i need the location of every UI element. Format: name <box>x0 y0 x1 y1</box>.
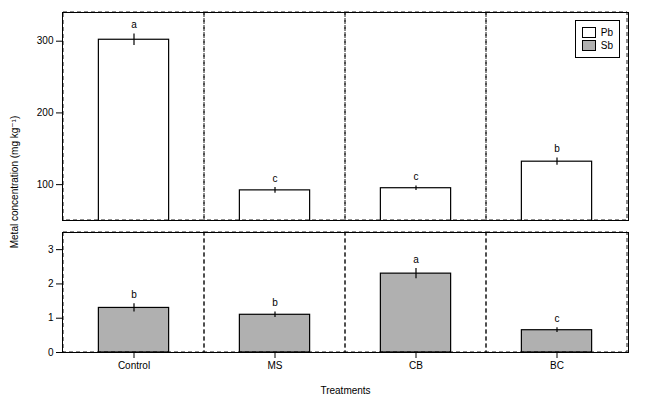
svg-text:100: 100 <box>37 179 54 190</box>
svg-text:3: 3 <box>48 244 54 255</box>
svg-text:Control: Control <box>118 360 150 371</box>
svg-text:b: b <box>131 289 137 300</box>
svg-text:Treatments: Treatments <box>320 385 370 396</box>
svg-text:b: b <box>272 297 278 308</box>
html-text:Metal concentration (mg kg⁻¹): Metal concentration (mg kg⁻¹) <box>8 115 20 249</box>
svg-text:200: 200 <box>37 107 54 118</box>
svg-text:300: 300 <box>37 35 54 46</box>
svg-text:c: c <box>414 171 419 182</box>
html-text:Sb: Sb <box>600 40 613 51</box>
html-text:Pb: Pb <box>600 27 613 38</box>
svg-text:a: a <box>131 19 137 30</box>
svg-text:MS: MS <box>268 360 283 371</box>
svg-text:1: 1 <box>48 312 54 323</box>
svg-text:0: 0 <box>48 347 54 358</box>
svg-text:c: c <box>555 313 560 324</box>
svg-text:BC: BC <box>550 360 564 371</box>
svg-text:2: 2 <box>48 278 54 289</box>
svg-text:c: c <box>273 173 278 184</box>
svg-text:b: b <box>554 143 560 154</box>
svg-text:CB: CB <box>409 360 423 371</box>
svg-text:a: a <box>413 254 419 265</box>
